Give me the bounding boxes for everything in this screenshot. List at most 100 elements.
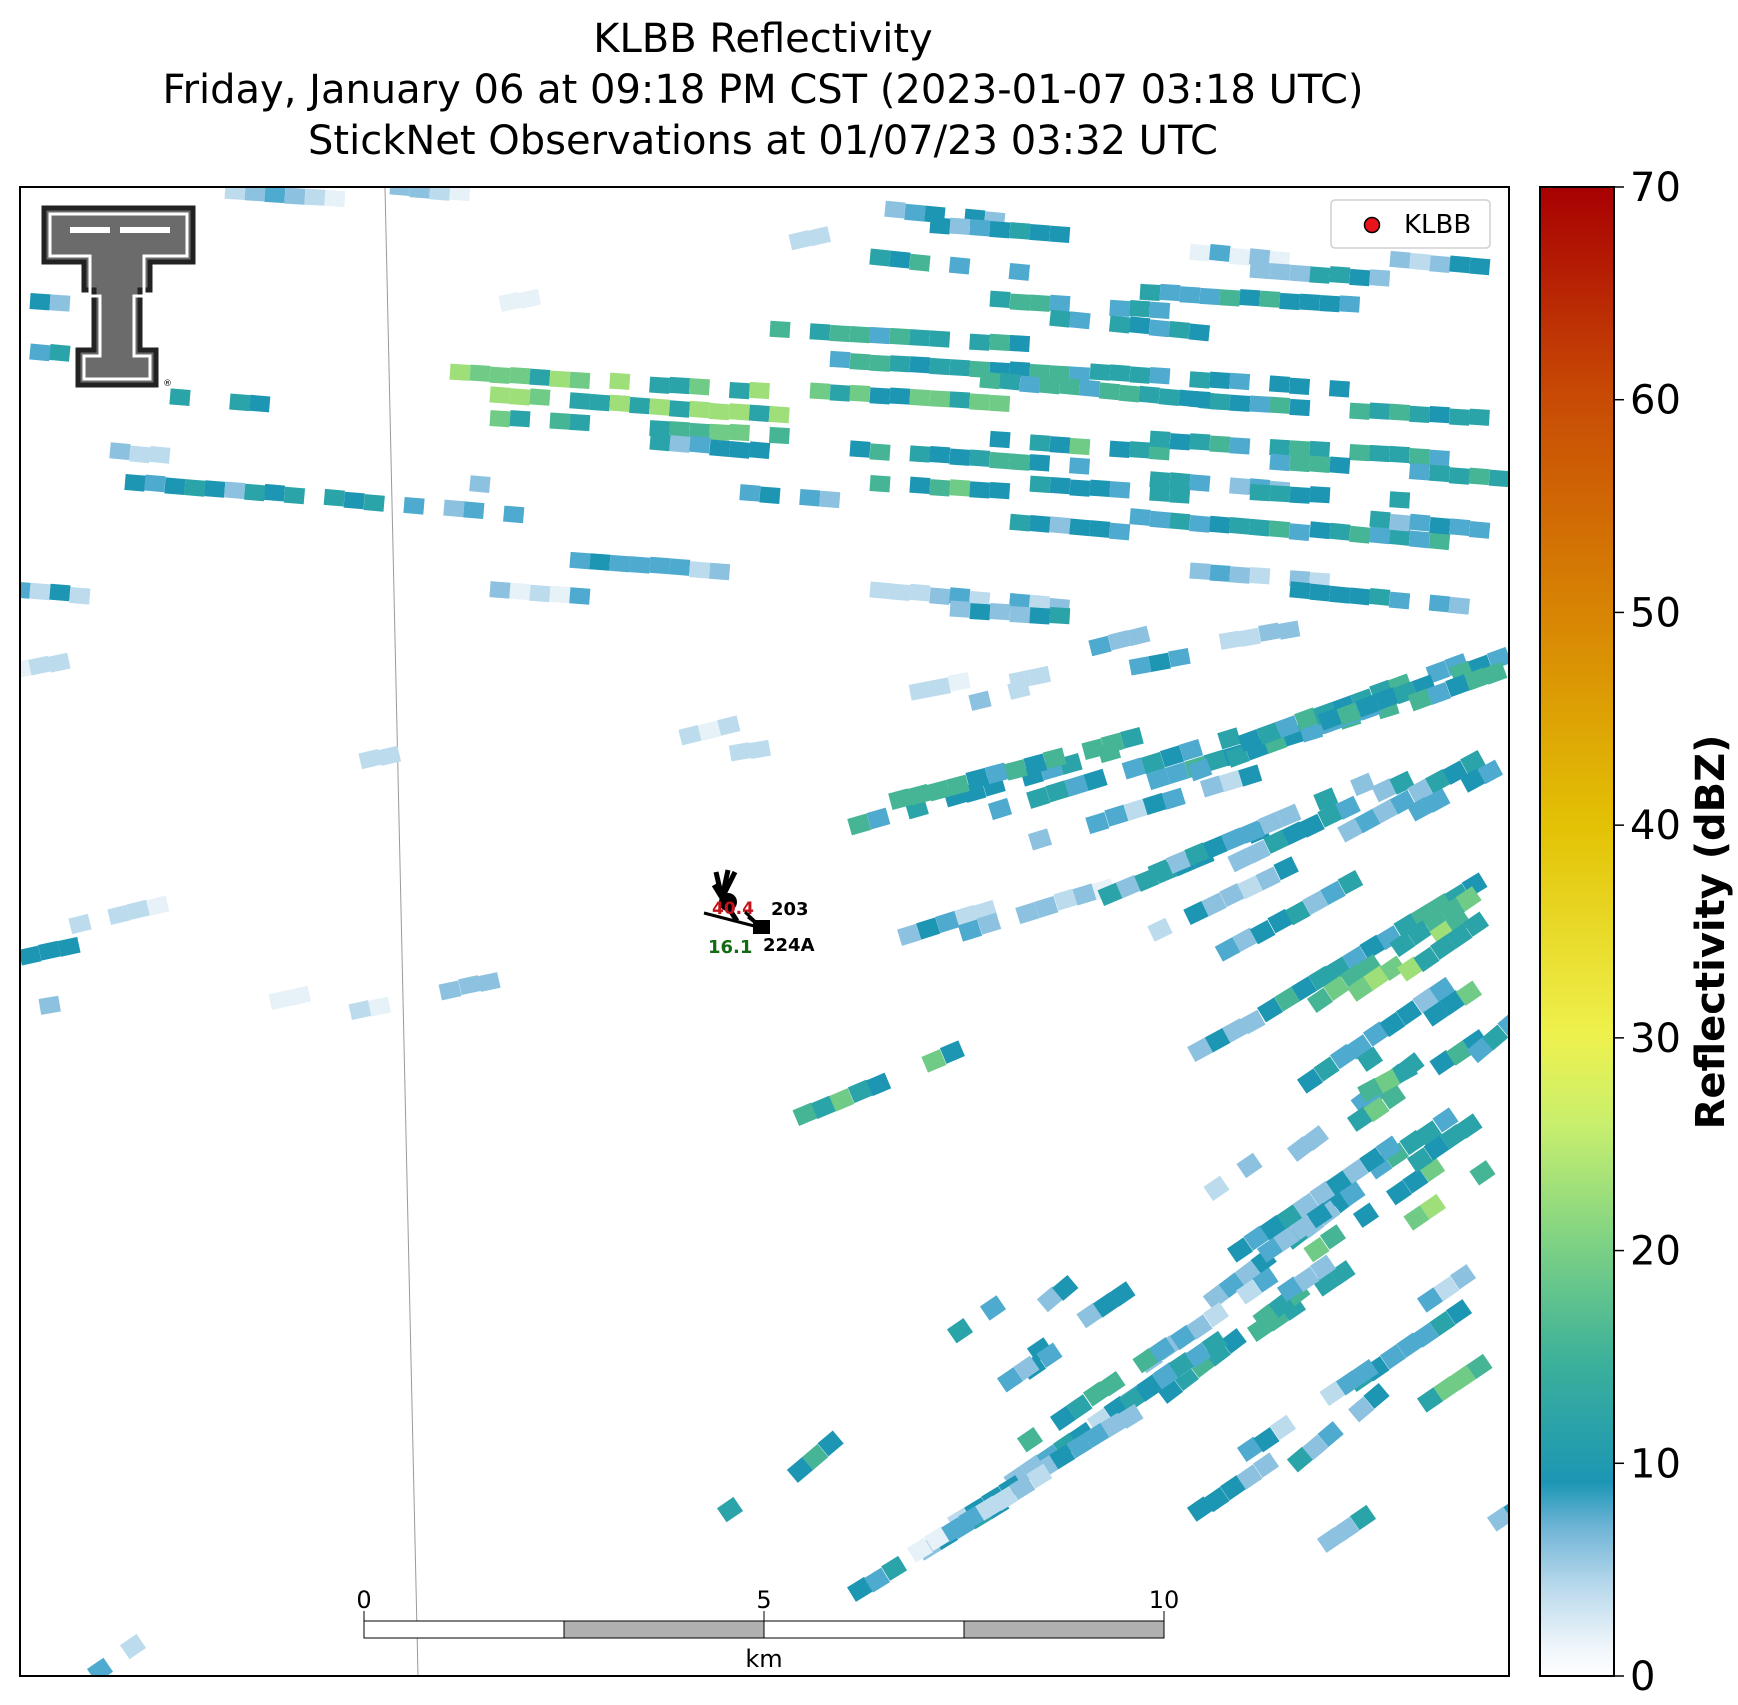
echo-bin	[1092, 1292, 1120, 1318]
echo-bin	[929, 217, 951, 235]
echo-bin	[1140, 751, 1165, 775]
echo-bin	[529, 388, 551, 406]
echo-bin	[1169, 1324, 1197, 1351]
echo-bin	[1446, 923, 1473, 949]
echo-bin	[1393, 913, 1420, 939]
echo-bin	[1424, 768, 1451, 794]
echo-bin	[20, 945, 42, 966]
echo-bin	[1306, 1202, 1333, 1229]
echo-bin	[729, 423, 750, 442]
echo-bin	[999, 372, 1021, 391]
echo-bin	[1183, 900, 1209, 926]
echo-bin	[1289, 1214, 1317, 1241]
echo-bin	[1293, 1266, 1320, 1292]
echo-bin	[669, 376, 690, 395]
echo-bin	[1445, 1040, 1473, 1066]
echo-bin	[1165, 850, 1191, 874]
echo-bin	[728, 381, 750, 400]
texas-tech-logo: ®	[41, 205, 196, 389]
echo-bin	[1269, 438, 1291, 457]
echo-bin	[987, 797, 1013, 821]
echo-bin	[184, 479, 206, 497]
echo-bin	[1468, 467, 1490, 486]
echo-bin	[1226, 1237, 1254, 1263]
echo-bin	[1363, 1382, 1390, 1409]
echo-bin	[708, 402, 730, 421]
echo-bin	[1286, 1446, 1314, 1473]
echo-bin	[609, 554, 631, 573]
echo-bin	[126, 899, 150, 921]
echo-bin	[29, 343, 51, 362]
echo-bin	[889, 583, 911, 602]
echo-bin	[884, 200, 906, 219]
echo-bin	[1389, 403, 1411, 421]
echo-bin	[343, 491, 365, 510]
echo-bin	[1415, 1120, 1443, 1146]
echo-bin	[869, 475, 891, 493]
echo-bin	[748, 739, 771, 759]
echo-bin	[1201, 892, 1227, 917]
echo-bin	[1256, 1237, 1284, 1263]
echo-bin	[1236, 1436, 1264, 1462]
echo-bin	[1335, 795, 1361, 820]
echo-bin	[1243, 1225, 1270, 1251]
scale-tick-0: 0	[356, 1586, 371, 1614]
echo-bin	[529, 584, 551, 603]
echo-bin	[1132, 1347, 1159, 1374]
echo-bin	[1424, 788, 1451, 813]
echo-bin	[204, 480, 226, 498]
echo-bin	[1100, 1412, 1127, 1438]
echo-bin	[1389, 445, 1410, 464]
echo-bin	[965, 767, 990, 790]
echo-bin	[569, 587, 591, 605]
echo-bin	[1317, 707, 1343, 731]
echo-bin	[869, 326, 891, 345]
echo-bin	[1369, 402, 1391, 420]
echo-bin	[909, 253, 931, 272]
echo-bin	[1336, 702, 1362, 726]
echo-bin	[1329, 585, 1351, 604]
echo-bin	[443, 499, 465, 518]
echo-bin	[1029, 607, 1051, 625]
echo-bin	[1229, 566, 1251, 584]
echo-bin	[1239, 1009, 1266, 1035]
legend: KLBB	[1330, 199, 1491, 249]
echo-bin	[569, 371, 591, 390]
echo-bin	[569, 413, 591, 432]
echo-bin	[1354, 808, 1381, 834]
echo-bin	[1258, 622, 1281, 642]
echo-bin	[1468, 521, 1491, 539]
echo-bin	[889, 250, 911, 269]
echo-bin	[1325, 956, 1352, 982]
echo-bin	[1405, 920, 1433, 946]
echo-bin	[503, 505, 525, 524]
echo-bin	[946, 774, 970, 797]
echo-bin	[1406, 1147, 1434, 1173]
echo-bin	[1375, 1135, 1402, 1161]
echo-bin	[1072, 883, 1097, 906]
echo-bin	[1412, 1322, 1440, 1348]
echo-bin	[1129, 508, 1151, 526]
echo-bin	[1339, 295, 1361, 313]
echo-bin	[1234, 1260, 1261, 1287]
echo-bin	[1089, 479, 1111, 497]
echo-bin	[1429, 1050, 1456, 1076]
echo-bin	[1357, 1077, 1383, 1103]
echo-bin	[1253, 1427, 1280, 1453]
echo-bin	[969, 603, 991, 621]
echo-bin	[1419, 1156, 1446, 1183]
echo-bin	[1129, 300, 1151, 318]
echo-bin	[1168, 320, 1191, 339]
echo-bin	[1425, 660, 1451, 684]
echo-bin	[1218, 1272, 1245, 1299]
echo-bin	[649, 398, 671, 416]
echo-bin	[847, 1079, 873, 1104]
echo-bin	[916, 917, 941, 940]
echo-bin	[1428, 464, 1451, 483]
colorbar-tick-label: 70	[1630, 165, 1681, 211]
echo-bin	[977, 912, 1002, 935]
echo-bin	[1368, 587, 1391, 606]
echo-bin	[1335, 1370, 1363, 1396]
echo-bin	[20, 581, 31, 599]
echo-bin	[847, 1576, 873, 1602]
